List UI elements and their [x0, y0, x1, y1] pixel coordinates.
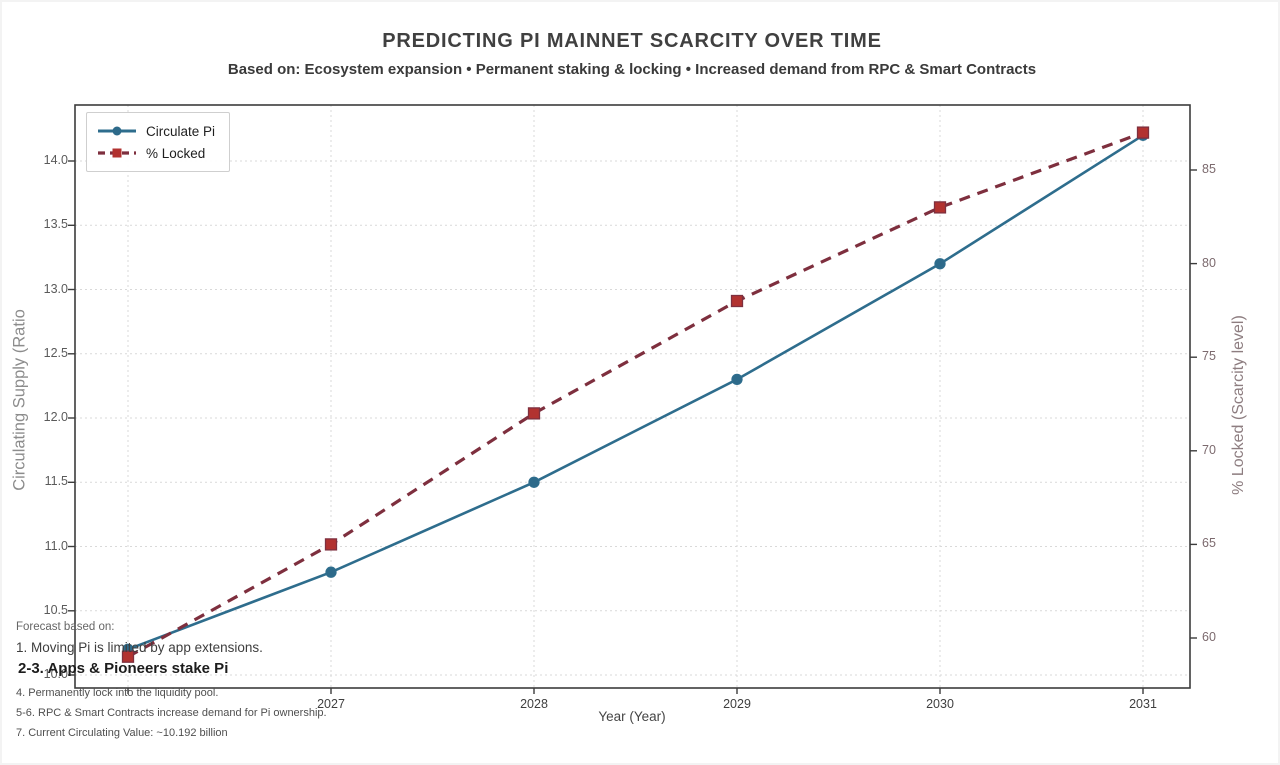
- legend-line-square-icon: [98, 148, 136, 158]
- footnote-7: 7. Current Circulating Value: ~10.192 bi…: [16, 727, 228, 739]
- x-tick-label: 2030: [926, 697, 954, 711]
- footnote-2-3: 2-3. Apps & Pioneers stake Pi: [18, 660, 229, 677]
- chart-legend: Circulate Pi % Locked: [86, 112, 231, 172]
- legend-line-circle-icon: [98, 126, 136, 136]
- footnote-intro: Forecast based on:: [16, 621, 115, 633]
- y-tick-label-left: 14.0: [43, 153, 68, 167]
- y-tick-label-left: 10.0: [43, 667, 68, 681]
- footnote-4: 4. Permanently lock into the liquidity p…: [16, 687, 219, 699]
- legend-label: Circulate Pi: [146, 123, 216, 139]
- y-tick-label-left: 11.0: [44, 539, 68, 553]
- x-tick-label: 2028: [520, 697, 548, 711]
- y-tick-label-left: 12.0: [43, 410, 68, 424]
- y-axis-label-left: Circulating Supply (Ratio: [10, 309, 29, 491]
- legend-label: % Locked: [146, 145, 206, 161]
- y-tick-label-right: 85: [1202, 162, 1216, 176]
- y-tick-label-right: 60: [1202, 630, 1216, 644]
- x-tick-label: 2027: [317, 697, 345, 711]
- x-tick-label: 2029: [723, 697, 751, 711]
- x-axis-label: Year (Year): [598, 709, 666, 724]
- y-tick-label-right: 65: [1202, 536, 1216, 550]
- legend-item-circulate-pi: Circulate Pi: [97, 120, 215, 142]
- chart-subtitle: Based on: Ecosystem expansion • Permanen…: [227, 61, 1037, 78]
- y-tick-label-left: 13.0: [43, 282, 68, 296]
- y-tick-label-right: 75: [1202, 349, 1216, 363]
- y-tick-label-right: 80: [1202, 256, 1216, 270]
- y-tick-label-right: 70: [1202, 443, 1216, 457]
- chart-title: PREDICTING PI MAINNET SCARCITY OVER TIME: [382, 30, 882, 52]
- legend-item-percent-locked: % Locked: [97, 142, 215, 164]
- footnote-1: 1. Moving Pi is limited by app extension…: [16, 640, 263, 655]
- footnote-5-6: 5-6. RPC & Smart Contracts increase dema…: [16, 707, 327, 719]
- y-tick-label-left: 12.5: [43, 346, 68, 360]
- y-tick-label-left: 11.5: [44, 474, 68, 488]
- y-tick-label-left: 10.5: [43, 603, 68, 617]
- y-tick-label-left: 13.5: [43, 217, 68, 231]
- y-axis-label-right: % Locked (Scarcity level): [1230, 315, 1247, 495]
- x-tick-label: 2031: [1129, 697, 1157, 711]
